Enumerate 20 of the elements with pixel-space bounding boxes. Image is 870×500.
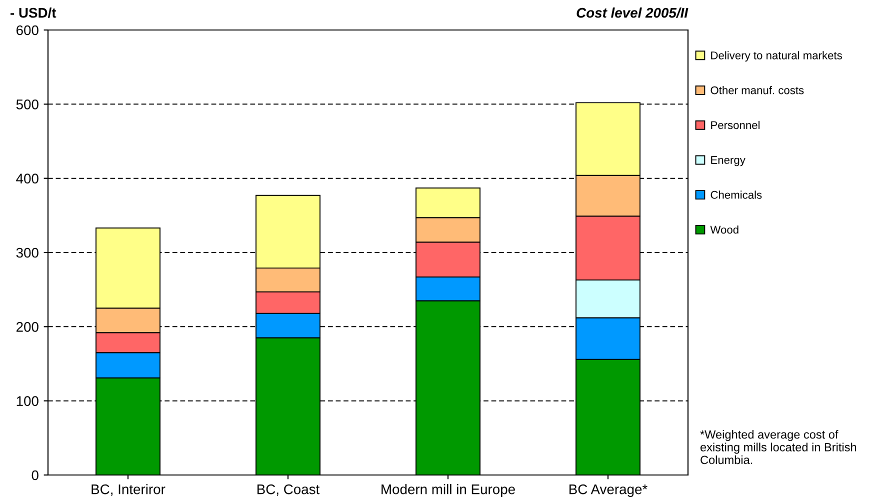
x-tick-label: BC, Coast	[257, 484, 320, 496]
y-tick-label: 400	[16, 174, 38, 184]
legend-label: Chemicals	[710, 190, 762, 199]
y-tick-label: 300	[16, 248, 38, 258]
y-tick-label: 500	[16, 100, 38, 110]
x-tick-label: BC Average*	[570, 484, 648, 497]
y-tick-label: 0	[32, 470, 38, 480]
text: *Weighted average cost of existing mills located in British Columbia.	[700, 430, 856, 464]
legend-label: Energy	[711, 156, 746, 166]
legend-label: Wood	[710, 225, 738, 234]
y-tick-label: 100	[16, 396, 38, 406]
legend-label: Delivery to natural markets	[711, 51, 842, 62]
x-tick-label: Modern mill in Europe	[382, 484, 515, 497]
legend-label: Other manuf. costs	[710, 86, 804, 94]
chart-subtitle: Cost level 2005/II	[576, 8, 688, 18]
y-axis-title: - USD/t	[10, 8, 56, 18]
legend-label: Personnel	[711, 120, 760, 130]
x-tick-label: BC, Interiror	[92, 484, 166, 496]
y-tick-label: 600	[16, 25, 38, 36]
y-tick-label: 200	[16, 322, 38, 332]
